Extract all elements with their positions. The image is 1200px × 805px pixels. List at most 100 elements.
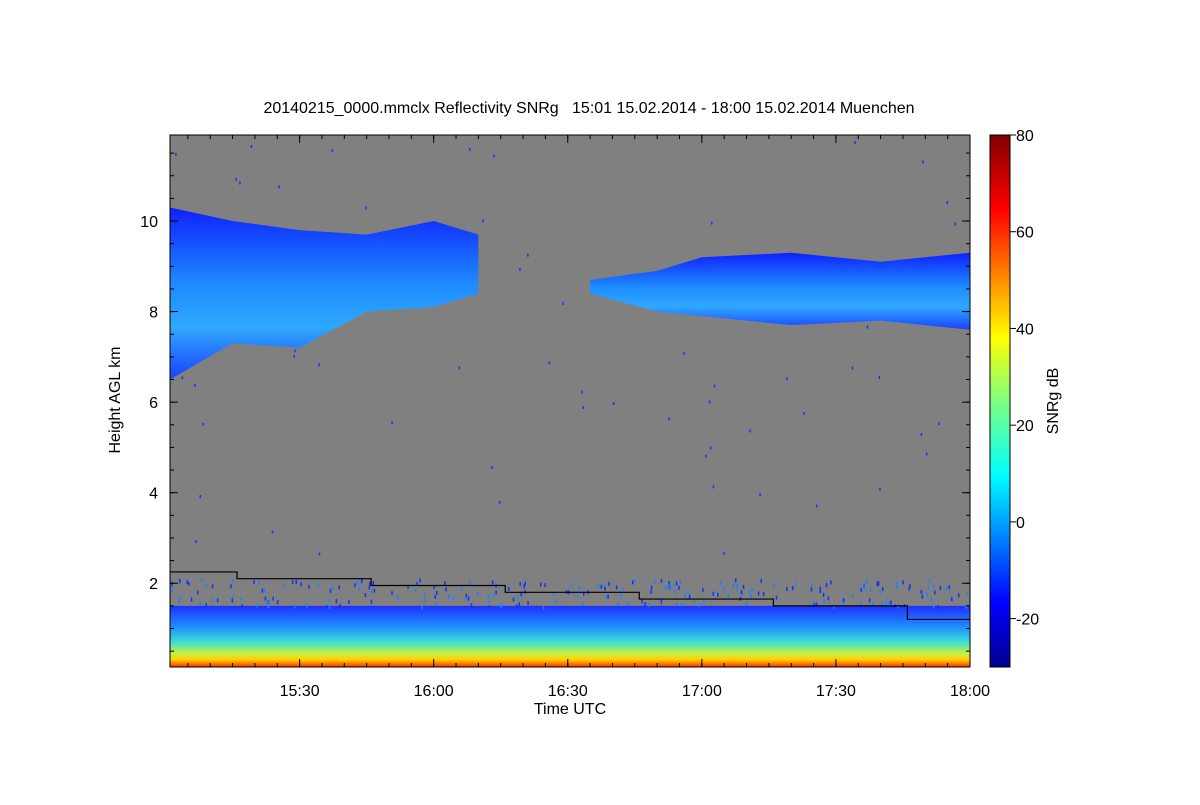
echo-speckle-dot <box>434 594 436 599</box>
echo-speckle-dot <box>492 593 495 598</box>
echo-speckle-dot <box>921 594 924 599</box>
echo-speckle-dot <box>470 603 473 608</box>
echo-speckle-dot <box>433 584 435 589</box>
echo-speckle-dot <box>668 580 670 585</box>
echo-speckle-dot <box>937 605 939 610</box>
echo-speckle-dot <box>232 594 234 599</box>
noise-dot <box>759 493 761 497</box>
echo-speckle-dot <box>673 583 676 588</box>
echo-speckle-dot <box>965 603 967 608</box>
upper-cloud-layer <box>170 207 479 380</box>
noise-dot <box>562 301 564 305</box>
noise-dot <box>938 422 940 426</box>
echo-speckle-dot <box>552 591 555 596</box>
boundary-layer-echo <box>170 605 970 667</box>
echo-speckle-dot <box>170 580 172 585</box>
echo-speckle-dot <box>608 581 610 586</box>
noise-dot <box>710 221 713 225</box>
colorbar-tick-label: 0 <box>1016 515 1025 532</box>
echo-speckle-dot <box>515 604 518 609</box>
echo-speckle-dot <box>539 582 542 587</box>
echo-speckle-dot <box>607 594 609 599</box>
noise-dot <box>294 349 296 353</box>
x-tick-label: 16:30 <box>548 683 588 700</box>
echo-speckle-dot <box>879 590 882 595</box>
echo-speckle-dot <box>934 590 936 595</box>
echo-speckle-dot <box>338 585 340 590</box>
noise-dot <box>668 417 670 421</box>
echo-speckle-dot <box>263 588 265 593</box>
echo-speckle-dot <box>852 594 854 599</box>
y-tick-label: 2 <box>149 576 158 593</box>
echo-speckle-dot <box>186 580 188 585</box>
echo-speckle-dot <box>833 604 835 609</box>
echo-speckle-dot <box>885 600 888 605</box>
echo-speckle-dot <box>171 582 173 587</box>
echo-speckle-dot <box>264 596 267 601</box>
echo-speckle-dot <box>951 597 953 602</box>
echo-speckle-dot <box>370 589 373 594</box>
echo-speckle-dot <box>641 599 643 604</box>
noise-dot <box>202 422 205 426</box>
noise-dot <box>199 495 202 499</box>
echo-speckle-dot <box>356 580 359 585</box>
data-layer <box>170 141 970 667</box>
echo-speckle-dot <box>603 582 605 587</box>
echo-speckle-dot <box>946 586 948 591</box>
echo-speckle-dot <box>373 588 376 593</box>
echo-speckle-dot <box>791 586 794 591</box>
echo-speckle-dot <box>329 588 332 593</box>
noise-dot <box>879 487 881 491</box>
echo-speckle-dot <box>241 604 243 609</box>
echo-speckle-dot <box>361 578 363 583</box>
echo-speckle-dot <box>436 590 438 595</box>
echo-speckle-dot <box>364 593 367 598</box>
echo-speckle-dot <box>957 593 960 598</box>
echo-speckle-dot <box>253 580 255 585</box>
echo-speckle-dot <box>416 581 418 586</box>
echo-speckle-dot <box>199 602 202 607</box>
echo-speckle-dot <box>581 601 584 606</box>
echo-speckle-dot <box>326 605 328 610</box>
echo-speckle-dot <box>306 603 308 608</box>
echo-speckle-dot <box>703 599 705 604</box>
echo-speckle-dot <box>825 583 828 588</box>
echo-speckle-dot <box>812 601 814 606</box>
noise-dot <box>946 201 949 205</box>
echo-speckle-dot <box>675 601 678 606</box>
echo-speckle-dot <box>819 586 821 591</box>
y-tick-label: 8 <box>149 305 158 322</box>
echo-speckle-dot <box>939 585 942 590</box>
echo-speckle-dot <box>775 595 778 600</box>
echo-speckle-dot <box>930 597 933 602</box>
echo-speckle-dot <box>863 586 866 591</box>
echo-speckle-dot <box>881 587 884 592</box>
echo-speckle-dot <box>727 594 730 599</box>
echo-speckle-dot <box>675 581 678 586</box>
echo-speckle-dot <box>554 599 557 604</box>
echo-speckle-dot <box>354 583 356 588</box>
echo-speckle-dot <box>631 580 634 585</box>
echo-speckle-dot <box>495 590 497 595</box>
echo-speckle-dot <box>748 590 751 595</box>
echo-speckle-dot <box>920 589 923 594</box>
echo-speckle-dot <box>860 600 862 605</box>
noise-dot <box>239 181 241 185</box>
echo-speckle-dot <box>644 602 646 607</box>
noise-dot <box>925 452 928 456</box>
echo-speckle-dot <box>736 583 738 588</box>
echo-speckle-dot <box>582 591 585 596</box>
echo-speckle-dot <box>414 588 417 593</box>
echo-speckle-dot <box>407 584 409 589</box>
echo-speckle-dot <box>370 599 373 604</box>
echo-speckle-dot <box>372 581 375 586</box>
echo-speckle-dot <box>842 602 845 607</box>
colorbar-tick-label: 60 <box>1016 225 1034 242</box>
echo-speckle-dot <box>232 577 234 582</box>
noise-dot <box>705 454 707 458</box>
echo-speckle-dot <box>815 602 818 607</box>
x-tick-label: 17:00 <box>682 683 722 700</box>
colorbar-label: SNRg dB <box>1045 368 1062 435</box>
